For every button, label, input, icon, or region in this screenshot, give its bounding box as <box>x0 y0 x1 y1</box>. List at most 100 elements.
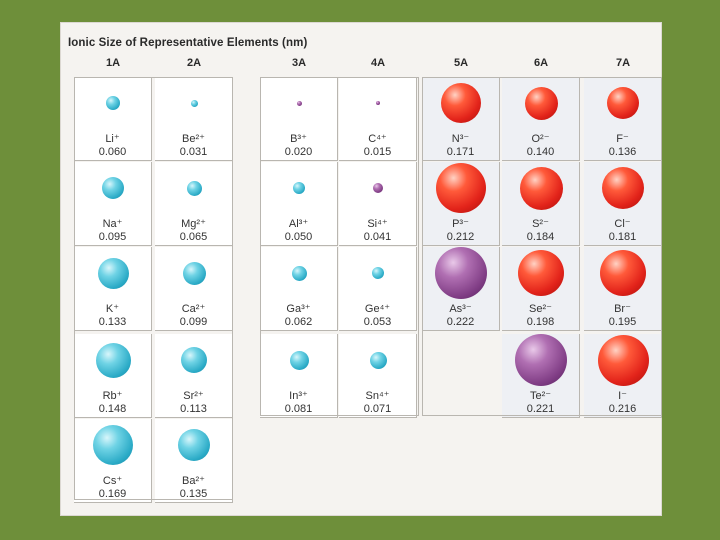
ion-sphere <box>181 347 207 373</box>
ion-sphere <box>441 83 481 123</box>
ion-radius: 0.015 <box>363 146 392 158</box>
ion-radius: 0.136 <box>608 146 637 158</box>
ion-cell: Na⁺ 0.095 <box>74 162 152 246</box>
ion-cell: O²⁻ 0.140 <box>502 77 580 161</box>
ion-cell: Ga³⁺ 0.062 <box>260 247 338 331</box>
ion-cell: F⁻ 0.136 <box>584 77 662 161</box>
ion-sphere <box>190 99 198 107</box>
ion-symbol: I⁻ <box>618 390 627 402</box>
ion-sphere <box>515 334 567 386</box>
ion-sphere <box>372 267 384 279</box>
ion-sphere <box>289 350 309 370</box>
ion-symbol: Ga³⁺ <box>286 303 311 315</box>
ion-symbol: Al³⁺ <box>288 218 309 230</box>
ion-cell: C⁴⁺ 0.015 <box>339 77 417 161</box>
group-header-6a: 6A <box>533 57 549 69</box>
ion-sphere <box>178 429 210 461</box>
ion-cell: Se²⁻ 0.198 <box>502 247 580 331</box>
ion-sphere <box>597 334 649 386</box>
ion-cell: Be²⁺ 0.031 <box>155 77 233 161</box>
ion-radius: 0.181 <box>608 231 637 243</box>
ion-sphere <box>102 177 124 199</box>
ion-symbol: Ba²⁺ <box>182 475 205 487</box>
ion-sphere <box>376 101 380 105</box>
ion-symbol: Na⁺ <box>102 218 123 230</box>
ion-radius: 0.140 <box>526 146 555 158</box>
ion-radius: 0.171 <box>446 146 475 158</box>
figure-page: Ionic Size of Representative Elements (n… <box>60 22 662 516</box>
ion-cell: Rb⁺ 0.148 <box>74 334 152 418</box>
ion-symbol: As³⁻ <box>449 303 472 315</box>
ion-sphere <box>524 86 558 120</box>
ion-symbol: K⁺ <box>105 303 120 315</box>
ion-symbol: S²⁻ <box>532 218 549 230</box>
ion-symbol: Ge⁴⁺ <box>364 303 391 315</box>
ion-cell: Cl⁻ 0.181 <box>584 162 662 246</box>
ion-sphere <box>373 183 383 193</box>
ion-symbol: B³⁺ <box>290 133 307 145</box>
ion-sphere <box>436 163 486 213</box>
ion-symbol: Rb⁺ <box>102 390 123 402</box>
ion-cell: Ba²⁺ 0.135 <box>155 419 233 503</box>
ion-cell: P³⁻ 0.212 <box>422 162 500 246</box>
ion-radius: 0.135 <box>179 488 208 500</box>
ion-cell: Ge⁴⁺ 0.053 <box>339 247 417 331</box>
ion-radius: 0.148 <box>98 403 127 415</box>
ion-symbol: Br⁻ <box>614 303 631 315</box>
ion-symbol: In³⁺ <box>289 390 308 402</box>
ion-sphere <box>106 96 120 110</box>
ion-radius: 0.169 <box>98 488 127 500</box>
ion-radius: 0.113 <box>180 403 207 415</box>
ion-sphere <box>296 100 302 106</box>
ion-symbol: O²⁻ <box>531 133 550 145</box>
ion-symbol: Si⁴⁺ <box>367 218 388 230</box>
ion-cell: S²⁻ 0.184 <box>502 162 580 246</box>
ion-sphere <box>291 265 307 281</box>
ion-radius: 0.099 <box>179 316 208 328</box>
ion-radius: 0.222 <box>446 316 475 328</box>
ion-symbol: P³⁻ <box>452 218 469 230</box>
group-header-7a: 7A <box>615 57 631 69</box>
ion-cell: Mg²⁺ 0.065 <box>155 162 233 246</box>
ion-radius: 0.216 <box>608 403 637 415</box>
ion-sphere <box>435 247 487 299</box>
ion-radius: 0.020 <box>284 146 313 158</box>
group-header-5a: 5A <box>453 57 469 69</box>
ion-symbol: C⁴⁺ <box>368 133 387 145</box>
ion-cell: Sr²⁺ 0.113 <box>155 334 233 418</box>
ion-radius: 0.041 <box>363 231 392 243</box>
ion-sphere <box>93 425 133 465</box>
ion-radius: 0.095 <box>98 231 127 243</box>
ion-symbol: Mg²⁺ <box>181 218 206 230</box>
ion-cell: As³⁻ 0.222 <box>422 247 500 331</box>
ion-symbol: Cs⁺ <box>102 475 123 487</box>
group-header-4a: 4A <box>370 57 386 69</box>
ion-symbol: Ca²⁺ <box>181 303 206 315</box>
ion-sphere <box>607 87 639 119</box>
ion-radius: 0.060 <box>98 146 127 158</box>
ion-radius: 0.133 <box>98 316 127 328</box>
ion-sphere <box>95 342 131 378</box>
ion-radius: 0.212 <box>446 231 475 243</box>
group-header-1a: 1A <box>105 57 121 69</box>
ion-radius: 0.062 <box>284 316 313 328</box>
ion-cell: Sn⁴⁺ 0.071 <box>339 334 417 418</box>
ion-sphere <box>182 261 206 285</box>
ion-radius: 0.081 <box>284 403 313 415</box>
ion-cell: I⁻ 0.216 <box>584 334 662 418</box>
ion-cell: K⁺ 0.133 <box>74 247 152 331</box>
figure-title: Ionic Size of Representative Elements (n… <box>68 37 308 49</box>
ion-cell: Br⁻ 0.195 <box>584 247 662 331</box>
ion-symbol: Li⁺ <box>105 133 120 145</box>
ion-symbol: F⁻ <box>616 133 629 145</box>
group-header-2a: 2A <box>186 57 202 69</box>
ion-symbol: Be²⁺ <box>182 133 205 145</box>
ion-radius: 0.184 <box>526 231 555 243</box>
ion-symbol: Sn⁴⁺ <box>365 390 390 402</box>
ion-cell: Ca²⁺ 0.099 <box>155 247 233 331</box>
ion-radius: 0.065 <box>179 231 208 243</box>
ion-sphere <box>518 250 564 296</box>
ion-radius: 0.071 <box>363 403 392 415</box>
ion-sphere <box>97 257 129 289</box>
ion-radius: 0.221 <box>526 403 555 415</box>
